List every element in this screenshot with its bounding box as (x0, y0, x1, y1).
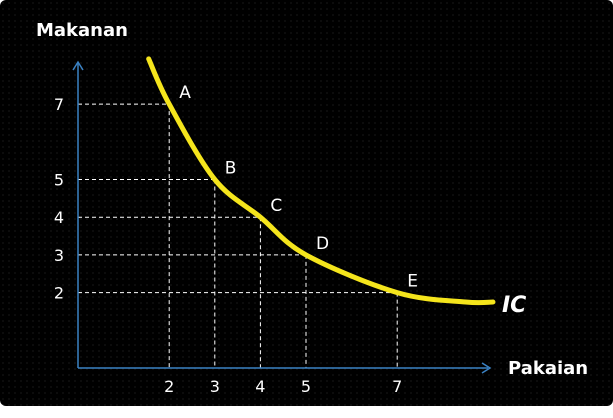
x-tick-label: 5 (301, 377, 311, 396)
y-tick-label: 3 (54, 246, 64, 265)
y-tick-labels: 7 5 4 3 2 (54, 95, 64, 303)
point-label-c: C (270, 196, 282, 216)
point-label-a: A (179, 83, 191, 103)
chart-background (0, 0, 613, 406)
guide-lines (78, 103, 398, 368)
x-tick-labels: 2 3 4 5 7 (164, 377, 402, 396)
x-tick-label: 2 (164, 377, 174, 396)
y-tick-label: 2 (54, 284, 64, 303)
x-tick-label: 3 (210, 377, 220, 396)
x-axis-arrow (481, 362, 492, 374)
point-labels: A B C D E (179, 83, 418, 292)
point-label-e: E (407, 272, 418, 292)
point-label-b: B (225, 159, 237, 179)
y-tick-label: 7 (54, 95, 64, 114)
point-label-d: D (316, 234, 329, 254)
y-tick-label: 5 (54, 171, 64, 190)
x-axis-label: Pakaian (508, 358, 588, 379)
indifference-curve (146, 56, 496, 306)
y-tick-label: 4 (54, 208, 64, 227)
x-tick-label: 4 (255, 377, 265, 396)
y-axis-arrow (72, 60, 84, 71)
axes (72, 60, 492, 374)
x-tick-label: 7 (392, 377, 402, 396)
curve-label: IC (502, 293, 526, 318)
y-axis-label: Makanan (36, 20, 128, 41)
